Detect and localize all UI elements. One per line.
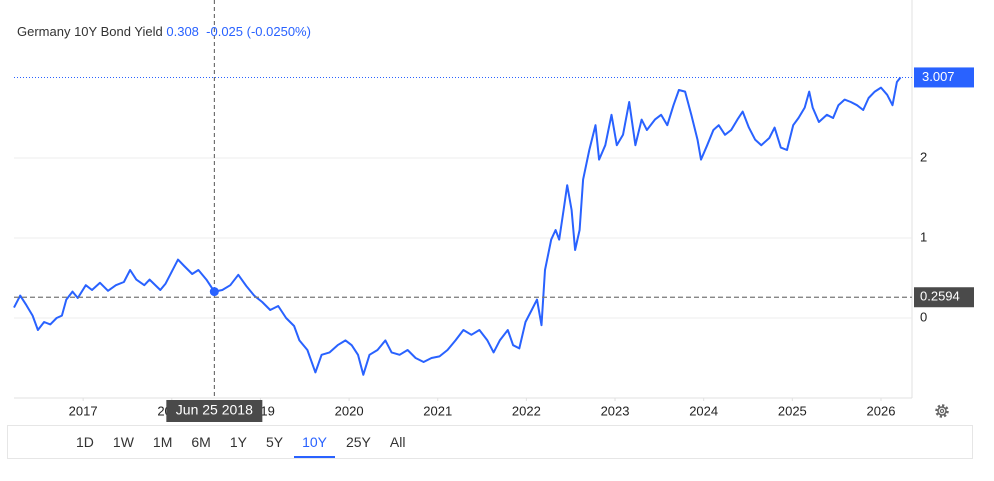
range-button[interactable]: 1Y — [229, 434, 247, 450]
range-button[interactable]: 6M — [191, 434, 211, 450]
range-button[interactable]: 5Y — [265, 434, 284, 450]
x-tick-label: 2026 — [867, 403, 896, 418]
header-change: -0.025 (-0.0250%) — [206, 24, 311, 39]
header: Germany 10Y Bond Yield 0.308 -0.025 (-0.… — [17, 24, 311, 39]
crosshair-value-label: 0.2594 — [920, 289, 960, 304]
settings-icon[interactable] — [935, 404, 949, 418]
header-value: 0.308 — [166, 24, 199, 39]
x-tick-label: 2024 — [689, 403, 718, 418]
last-price-box — [914, 67, 974, 88]
crosshair-date-box — [166, 400, 263, 422]
y-tick-label: 0 — [920, 309, 927, 324]
range-button[interactable]: 1M — [152, 434, 173, 450]
crosshair-date-label: Jun 25 2018 — [176, 402, 253, 418]
last-price-label: 3.007 — [922, 69, 955, 84]
crosshair-value-box — [914, 287, 974, 308]
x-tick-label: 2021 — [423, 403, 452, 418]
range-button[interactable]: 1D — [76, 434, 94, 450]
y-tick-label: 1 — [920, 229, 927, 244]
x-tick-label: 2017 — [69, 403, 98, 418]
price-line — [13, 76, 902, 376]
range-button[interactable]: 25Y — [345, 434, 371, 450]
x-tick-label: 2023 — [601, 403, 630, 418]
range-bar: 1D 1W 1M 6M 1Y 5Y 10Y 25Y All — [7, 425, 973, 459]
x-tick-label: 2022 — [512, 403, 541, 418]
y-tick-label: 2 — [920, 149, 927, 164]
instrument-name: Germany 10Y Bond Yield — [17, 24, 163, 39]
x-tick-label: 2025 — [778, 403, 807, 418]
chart: 0122017201820192020202120222023202420252… — [13, 0, 974, 422]
crosshair-dot — [209, 287, 219, 297]
range-button[interactable]: 1W — [112, 434, 134, 450]
x-tick-label: 2020 — [335, 403, 364, 418]
range-button[interactable]: All — [389, 434, 406, 450]
range-button[interactable]: 10Y — [294, 426, 335, 458]
